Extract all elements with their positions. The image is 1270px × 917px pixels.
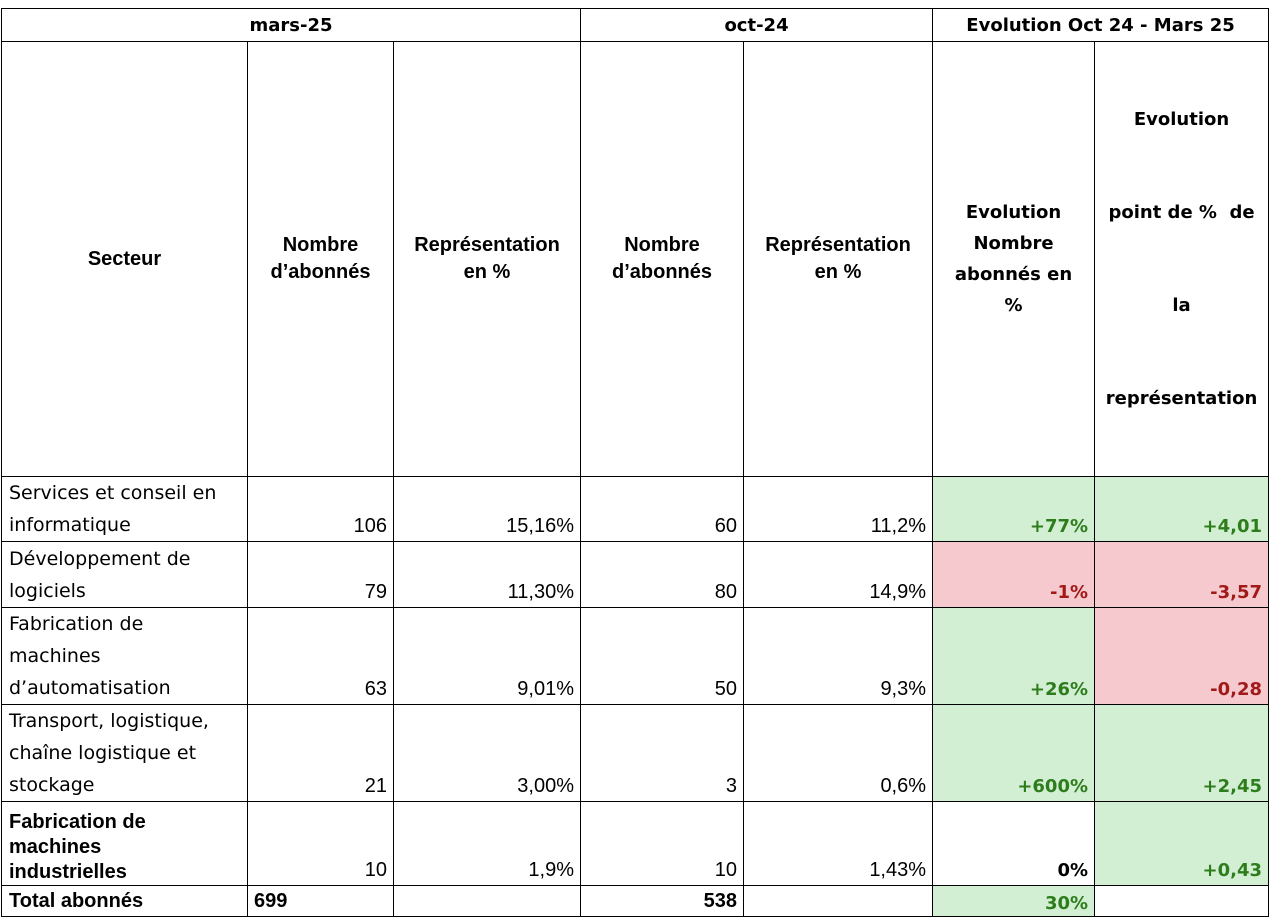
column-header-row: Secteur Nombre d’abonnés Représentation … <box>1 41 1270 477</box>
header-line: Evolution <box>965 202 1062 223</box>
representation-mar: 11,30% <box>392 541 582 608</box>
subscribers-mar: 10 <box>247 801 394 886</box>
subscribers-mar: 106 <box>247 476 394 542</box>
header-line: Nombre <box>282 234 359 256</box>
sector-name: Transport, logistique, chaîne logistique… <box>1 704 248 802</box>
subscribers-mar: 79 <box>247 541 394 608</box>
header-line: Nombre <box>973 233 1054 254</box>
table-row: Transport, logistique, chaîne logistique… <box>1 704 1270 802</box>
header-evolution-nombre: Evolution Nombre abonnés en % <box>932 41 1096 477</box>
representation-mar: 9,01% <box>392 607 582 705</box>
evolution-points: -0,28 <box>1094 607 1270 705</box>
evolution-subscribers: +77% <box>932 476 1096 542</box>
sector-name: Fabrication de machines industrielles <box>1 801 248 886</box>
evolution-points: +0,43 <box>1094 801 1270 886</box>
subscribers-oct: 3 <box>580 704 745 802</box>
sector-line: machines <box>9 645 101 667</box>
subscribers-oct: 80 <box>580 541 745 608</box>
header-line: d’abonnés <box>270 261 371 283</box>
total-empty-cell <box>392 885 582 917</box>
sector-line: Développement de <box>9 548 191 570</box>
evolution-subscribers: +600% <box>932 704 1096 802</box>
evolution-subscribers: 0% <box>932 801 1096 886</box>
header-representation-mar: Représentation en % <box>392 41 582 477</box>
header-line: Nombre <box>624 234 700 256</box>
header-secteur: Secteur <box>1 41 248 477</box>
total-subscribers-mar: 699 <box>247 885 394 917</box>
representation-oct: 11,2% <box>743 476 934 542</box>
subscribers-mar: 21 <box>247 704 394 802</box>
total-row: Total abonnés 699 538 30% <box>1 885 1270 917</box>
sector-line: industrielles <box>9 861 127 883</box>
header-line: point de % de <box>1108 202 1255 223</box>
total-label: Total abonnés <box>1 885 248 917</box>
table-row: Développement de logiciels 79 11,30% 80 … <box>1 541 1270 608</box>
header-line: Représentation <box>414 234 560 256</box>
group-header-oct24: oct-24 <box>580 8 934 42</box>
header-line: abonnés en <box>954 264 1073 285</box>
subscribers-oct: 60 <box>580 476 745 542</box>
total-subscribers-oct: 538 <box>580 885 745 917</box>
sector-line: Transport, logistique, <box>9 710 209 732</box>
representation-oct: 9,3% <box>743 607 934 705</box>
subscribers-oct: 10 <box>580 801 745 886</box>
evolution-points: -3,57 <box>1094 541 1270 608</box>
header-line: Evolution <box>1133 109 1230 130</box>
evolution-points: +2,45 <box>1094 704 1270 802</box>
representation-mar: 3,00% <box>392 704 582 802</box>
header-nombre-oct: Nombre d’abonnés <box>580 41 745 477</box>
evolution-points: +4,01 <box>1094 476 1270 542</box>
representation-mar: 1,9% <box>392 801 582 886</box>
total-empty-cell <box>1094 885 1270 917</box>
sector-line: d’automatisation <box>9 677 171 699</box>
sector-line: machines <box>9 836 102 858</box>
subscribers-oct: 50 <box>580 607 745 705</box>
sector-name: Fabrication de machines d’automatisation <box>1 607 248 705</box>
sector-name: Services et conseil en informatique <box>1 476 248 542</box>
header-nombre-mar: Nombre d’abonnés <box>247 41 394 477</box>
header-representation-oct: Représentation en % <box>743 41 934 477</box>
sector-line: chaîne logistique et <box>9 742 197 764</box>
header-line: la <box>1172 295 1191 316</box>
header-line: en % <box>814 261 862 283</box>
sector-name: Développement de logiciels <box>1 541 248 608</box>
table-row: Services et conseil en informatique 106 … <box>1 476 1270 542</box>
group-header-row: mars-25 oct-24 Evolution Oct 24 - Mars 2… <box>0 8 1270 42</box>
sector-line: Services et conseil en <box>9 482 217 504</box>
representation-oct: 1,43% <box>743 801 934 886</box>
representation-mar: 15,16% <box>392 476 582 542</box>
sector-line: Fabrication de <box>9 811 146 833</box>
sector-line: logiciels <box>9 580 86 602</box>
header-line: en % <box>463 261 511 283</box>
header-line: % <box>1004 295 1023 316</box>
evolution-subscribers: +26% <box>932 607 1096 705</box>
evolution-subscribers: -1% <box>932 541 1096 608</box>
sector-line: informatique <box>9 514 131 536</box>
sector-line: Fabrication de <box>9 613 144 635</box>
group-header-evolution: Evolution Oct 24 - Mars 25 <box>932 8 1270 42</box>
total-empty-cell <box>743 885 934 917</box>
total-evolution-subscribers: 30% <box>932 885 1096 917</box>
representation-oct: 14,9% <box>743 541 934 608</box>
subscribers-mar: 63 <box>247 607 394 705</box>
table-row: Fabrication de machines d’automatisation… <box>1 607 1270 705</box>
sector-line: stockage <box>9 774 95 796</box>
table-row: Fabrication de machines industrielles 10… <box>1 801 1270 886</box>
header-line: représentation <box>1105 388 1258 409</box>
subscribers-by-sector-table: mars-25 oct-24 Evolution Oct 24 - Mars 2… <box>0 8 1270 917</box>
header-line: Représentation <box>765 234 911 256</box>
header-evolution-point: Evolution point de % de la représentatio… <box>1094 41 1270 477</box>
group-header-mar25: mars-25 <box>0 8 582 42</box>
representation-oct: 0,6% <box>743 704 934 802</box>
header-line: d’abonnés <box>612 261 713 283</box>
